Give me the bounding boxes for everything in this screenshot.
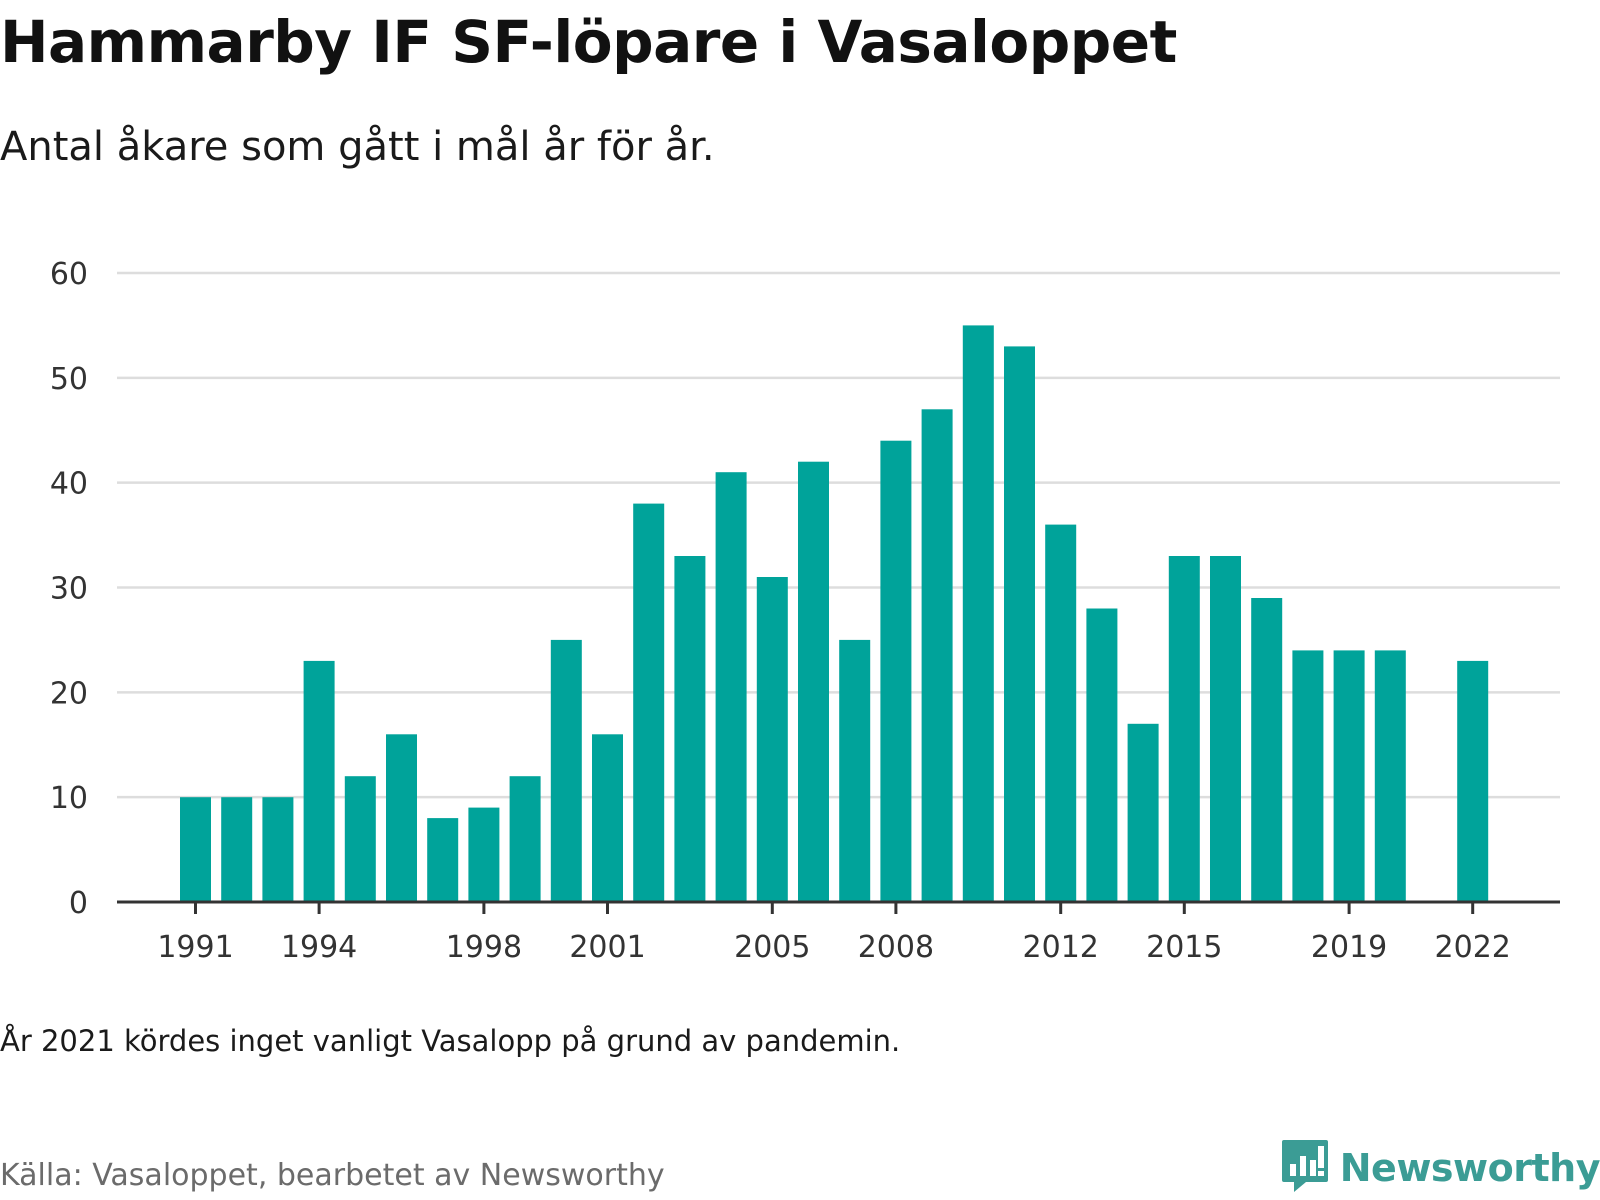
y-axis-labels: 0 10 20 30 40 50 60 — [50, 257, 88, 921]
footnote: År 2021 kördes inget vanligt Vasalopp på… — [0, 1024, 901, 1058]
bar-1994 — [303, 660, 335, 902]
bar-2020 — [1374, 650, 1406, 902]
x-tick-label: 1994 — [281, 930, 357, 965]
newsworthy-logo-icon — [1280, 1138, 1330, 1198]
x-tick-label: 2022 — [1435, 930, 1511, 965]
bar-2000 — [550, 639, 582, 902]
bar-2015 — [1168, 556, 1200, 902]
bars — [180, 325, 1489, 902]
x-tick-label: 2012 — [1023, 930, 1099, 965]
bar-1999 — [509, 776, 541, 902]
x-axis-labels: 1991 1994 1998 2001 2005 2008 2012 2015 2019 2022 — [157, 930, 1511, 965]
bar-2006 — [798, 461, 829, 902]
bar-2019 — [1333, 650, 1365, 902]
bar-2016 — [1210, 556, 1241, 902]
bar-chart: 0 10 20 30 40 50 60 1991 1994 1998 2001 2005 2008 20… — [50, 257, 1560, 965]
bar-1993 — [262, 797, 294, 902]
bar-2012 — [1045, 524, 1077, 902]
y-tick-label: 0 — [69, 886, 88, 921]
bar-2010 — [962, 325, 994, 902]
bar-2011 — [1004, 346, 1035, 902]
y-tick-label: 20 — [50, 676, 88, 711]
bar-2013 — [1086, 608, 1118, 902]
bar-2017 — [1251, 598, 1283, 902]
chart-title: Hammarby IF SF-löpare i Vasaloppet — [0, 8, 1177, 76]
x-tick-label: 1991 — [157, 930, 233, 965]
y-tick-label: 10 — [50, 781, 88, 816]
bar-1995 — [344, 776, 376, 902]
bar-2008 — [880, 440, 912, 902]
bar-2014 — [1127, 723, 1159, 902]
x-tick-label: 2015 — [1146, 930, 1222, 965]
y-tick-label: 40 — [50, 467, 88, 502]
bar-2005 — [756, 577, 788, 902]
bar-1992 — [221, 797, 253, 902]
x-tick-label: 2008 — [858, 930, 934, 965]
brand-name: Newsworthy — [1339, 1146, 1600, 1190]
bar-2002 — [633, 503, 665, 902]
bar-2001 — [592, 734, 623, 902]
bar-2009 — [921, 409, 953, 902]
bar-1991 — [180, 797, 211, 902]
x-tick-label: 2019 — [1311, 930, 1387, 965]
chart-subtitle: Antal åkare som gått i mål år för år. — [0, 124, 715, 170]
brand-logo: Newsworthy — [1280, 1138, 1600, 1198]
y-tick-label: 30 — [50, 572, 88, 607]
y-tick-label: 50 — [50, 362, 88, 397]
bar-2003 — [674, 556, 706, 902]
bar-2007 — [839, 639, 871, 902]
x-tick-label: 2001 — [569, 930, 645, 965]
source-credit: Källa: Vasaloppet, bearbetet av Newswort… — [0, 1158, 665, 1193]
bar-2004 — [715, 472, 747, 902]
y-tick-label: 60 — [50, 257, 88, 292]
x-tick-label: 1998 — [446, 930, 522, 965]
bar-1996 — [386, 734, 417, 902]
bar-1997 — [427, 818, 459, 902]
bar-2022 — [1457, 660, 1489, 902]
x-tick-label: 2005 — [734, 930, 810, 965]
bar-1998 — [468, 807, 500, 902]
x-axis — [117, 900, 1560, 914]
bar-2018 — [1292, 650, 1324, 902]
